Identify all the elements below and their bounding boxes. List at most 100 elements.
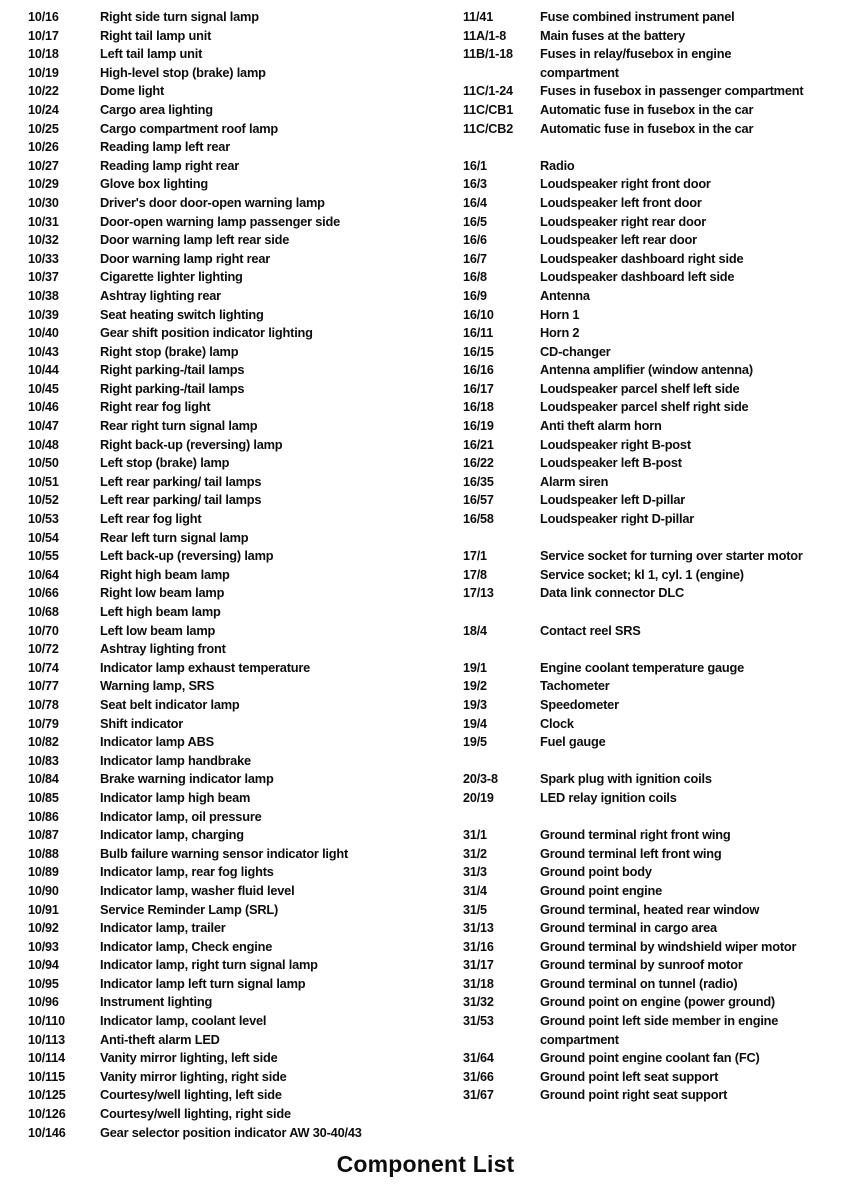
component-entry: 10/113 Anti-theft alarm LED xyxy=(28,1031,428,1050)
component-code: 10/18 xyxy=(28,47,59,62)
component-description: Loudspeaker parcel shelf right side xyxy=(540,399,749,415)
component-description: Indicator lamp exhaust temperature xyxy=(100,659,311,675)
component-code: 31/64 xyxy=(463,1051,494,1066)
component-description: Ground terminal on tunnel (radio) xyxy=(540,975,738,991)
component-entry: 16/6 Loudspeaker left rear door xyxy=(463,231,851,250)
component-entry: 16/18 Loudspeaker parcel shelf right side xyxy=(463,398,851,417)
left-column: 10/16 Right side turn signal lamp 10/17 Rig… xyxy=(28,8,428,1142)
component-code: 10/50 xyxy=(28,456,59,471)
component-code: 10/93 xyxy=(28,939,59,954)
component-code: 10/39 xyxy=(28,307,59,322)
component-description: Loudspeaker right front door xyxy=(540,176,711,192)
component-description: Bulb failure warning sensor indicator li… xyxy=(100,845,349,861)
component-entry: 10/88 Bulb failure warning sensor indicat… xyxy=(28,845,428,864)
component-entry: 10/24 Cargo area lighting xyxy=(28,101,428,120)
component-code: 10/55 xyxy=(28,549,59,564)
component-description: Antenna xyxy=(540,287,590,303)
component-code: 20/19 xyxy=(463,790,494,805)
component-entry: 18/4 Contact reel SRS xyxy=(463,622,851,641)
component-code: 10/47 xyxy=(28,419,59,434)
component-description: Service Reminder Lamp (SRL) xyxy=(100,901,279,917)
component-code: 31/2 xyxy=(463,846,487,861)
component-entry: 10/52 Left rear parking/ tail lamps xyxy=(28,491,428,510)
component-description: Loudspeaker right D-pillar xyxy=(540,511,695,527)
component-entry: 19/4 Clock xyxy=(463,715,851,734)
component-description: Vanity mirror lighting, right side xyxy=(100,1068,287,1084)
component-description: Indicator lamp, right turn signal lamp xyxy=(100,957,318,973)
component-code: 10/45 xyxy=(28,381,59,396)
component-description: Anti theft alarm horn xyxy=(540,418,662,434)
component-code: 16/21 xyxy=(463,437,494,452)
component-entry: 10/84 Brake warning indicator lamp xyxy=(28,770,428,789)
component-entry: 10/115 Vanity mirror lighting, right side xyxy=(28,1068,428,1087)
component-description: Ashtray lighting rear xyxy=(100,287,221,303)
component-code: 10/110 xyxy=(28,1014,65,1029)
group-spacer xyxy=(463,808,851,827)
component-description: Left rear parking/ tail lamps xyxy=(100,492,262,508)
component-description: Clock xyxy=(540,715,574,731)
component-code: 10/72 xyxy=(28,642,59,657)
component-entry: 10/90 Indicator lamp, washer fluid level xyxy=(28,882,428,901)
group-16-audio: 16/1 Radio 16/3 Loudspeaker right front doo… xyxy=(463,157,851,529)
component-description: Door warning lamp right rear xyxy=(100,250,271,266)
component-entry: 10/85 Indicator lamp high beam xyxy=(28,789,428,808)
component-description: Ground point engine coolant fan (FC) xyxy=(540,1050,760,1066)
component-description: Shift indicator xyxy=(100,715,184,731)
component-description: Indicator lamp handbrake xyxy=(100,752,251,768)
component-code: 11A/1-8 xyxy=(463,28,507,43)
component-entry: 10/74 Indicator lamp exhaust temperature xyxy=(28,659,428,678)
component-code: 16/22 xyxy=(463,456,494,471)
component-code: 10/30 xyxy=(28,195,59,210)
component-code: 10/92 xyxy=(28,921,59,936)
component-entry: 10/78 Seat belt indicator lamp xyxy=(28,696,428,715)
component-entry: 17/1 Service socket for turning over star… xyxy=(463,547,851,566)
component-entry: 10/31 Door-open warning lamp passenger si… xyxy=(28,213,428,232)
component-code: 10/91 xyxy=(28,902,59,917)
component-code: 10/66 xyxy=(28,586,59,601)
component-code: 17/1 xyxy=(463,549,487,564)
component-code: 10/114 xyxy=(28,1051,65,1066)
component-description: Ground point right seat support xyxy=(540,1087,728,1103)
component-code: 10/37 xyxy=(28,270,59,285)
component-code: 31/1 xyxy=(463,828,487,843)
component-description: Main fuses at the battery xyxy=(540,27,686,43)
component-description: Reading lamp left rear xyxy=(100,139,231,155)
component-entry: 16/35 Alarm siren xyxy=(463,473,851,492)
component-description: Spark plug with ignition coils xyxy=(540,771,712,787)
component-description: Indicator lamp left turn signal lamp xyxy=(100,975,306,991)
component-description: Engine coolant temperature gauge xyxy=(540,659,745,675)
component-code: 16/10 xyxy=(463,307,494,322)
component-code: 31/66 xyxy=(463,1069,494,1084)
component-description: Loudspeaker parcel shelf left side xyxy=(540,380,740,396)
component-entry: 16/58 Loudspeaker right D-pillar xyxy=(463,510,851,529)
component-entry: 10/54 Rear left turn signal lamp xyxy=(28,529,428,548)
component-code: 10/125 xyxy=(28,1088,66,1103)
component-description: Left tail lamp unit xyxy=(100,46,203,62)
component-description: Rear right turn signal lamp xyxy=(100,418,258,434)
component-code: 10/88 xyxy=(28,846,59,861)
component-code: 16/3 xyxy=(463,177,487,192)
component-description: Ashtray lighting front xyxy=(100,641,226,657)
component-entry: 10/46 Right rear fog light xyxy=(28,398,428,417)
component-code: 10/27 xyxy=(28,158,59,173)
component-description: Brake warning indicator lamp xyxy=(100,771,274,787)
component-code: 31/3 xyxy=(463,865,487,880)
component-code: 10/17 xyxy=(28,28,59,43)
component-description: Loudspeaker dashboard right side xyxy=(540,250,744,266)
component-entry: 10/37 Cigarette lighter lighting xyxy=(28,268,428,287)
group-spacer xyxy=(463,138,851,157)
component-description: Ground point on engine (power ground) xyxy=(540,994,775,1010)
component-code: 10/115 xyxy=(28,1069,65,1084)
component-code: 19/5 xyxy=(463,735,487,750)
component-entry: 16/19 Anti theft alarm horn xyxy=(463,417,851,436)
component-code: 19/3 xyxy=(463,697,487,712)
component-entry: 10/95 Indicator lamp left turn signal lam… xyxy=(28,975,428,994)
component-code: 19/1 xyxy=(463,660,487,675)
component-entry: 31/1 Ground terminal right front wing xyxy=(463,826,851,845)
component-code: 10/40 xyxy=(28,326,59,341)
component-code: 11/41 xyxy=(463,10,494,24)
component-code: 16/58 xyxy=(463,512,494,527)
component-description: Dome light xyxy=(100,83,165,99)
component-entry: 10/86 Indicator lamp, oil pressure xyxy=(28,808,428,827)
component-code: 10/70 xyxy=(28,623,59,638)
